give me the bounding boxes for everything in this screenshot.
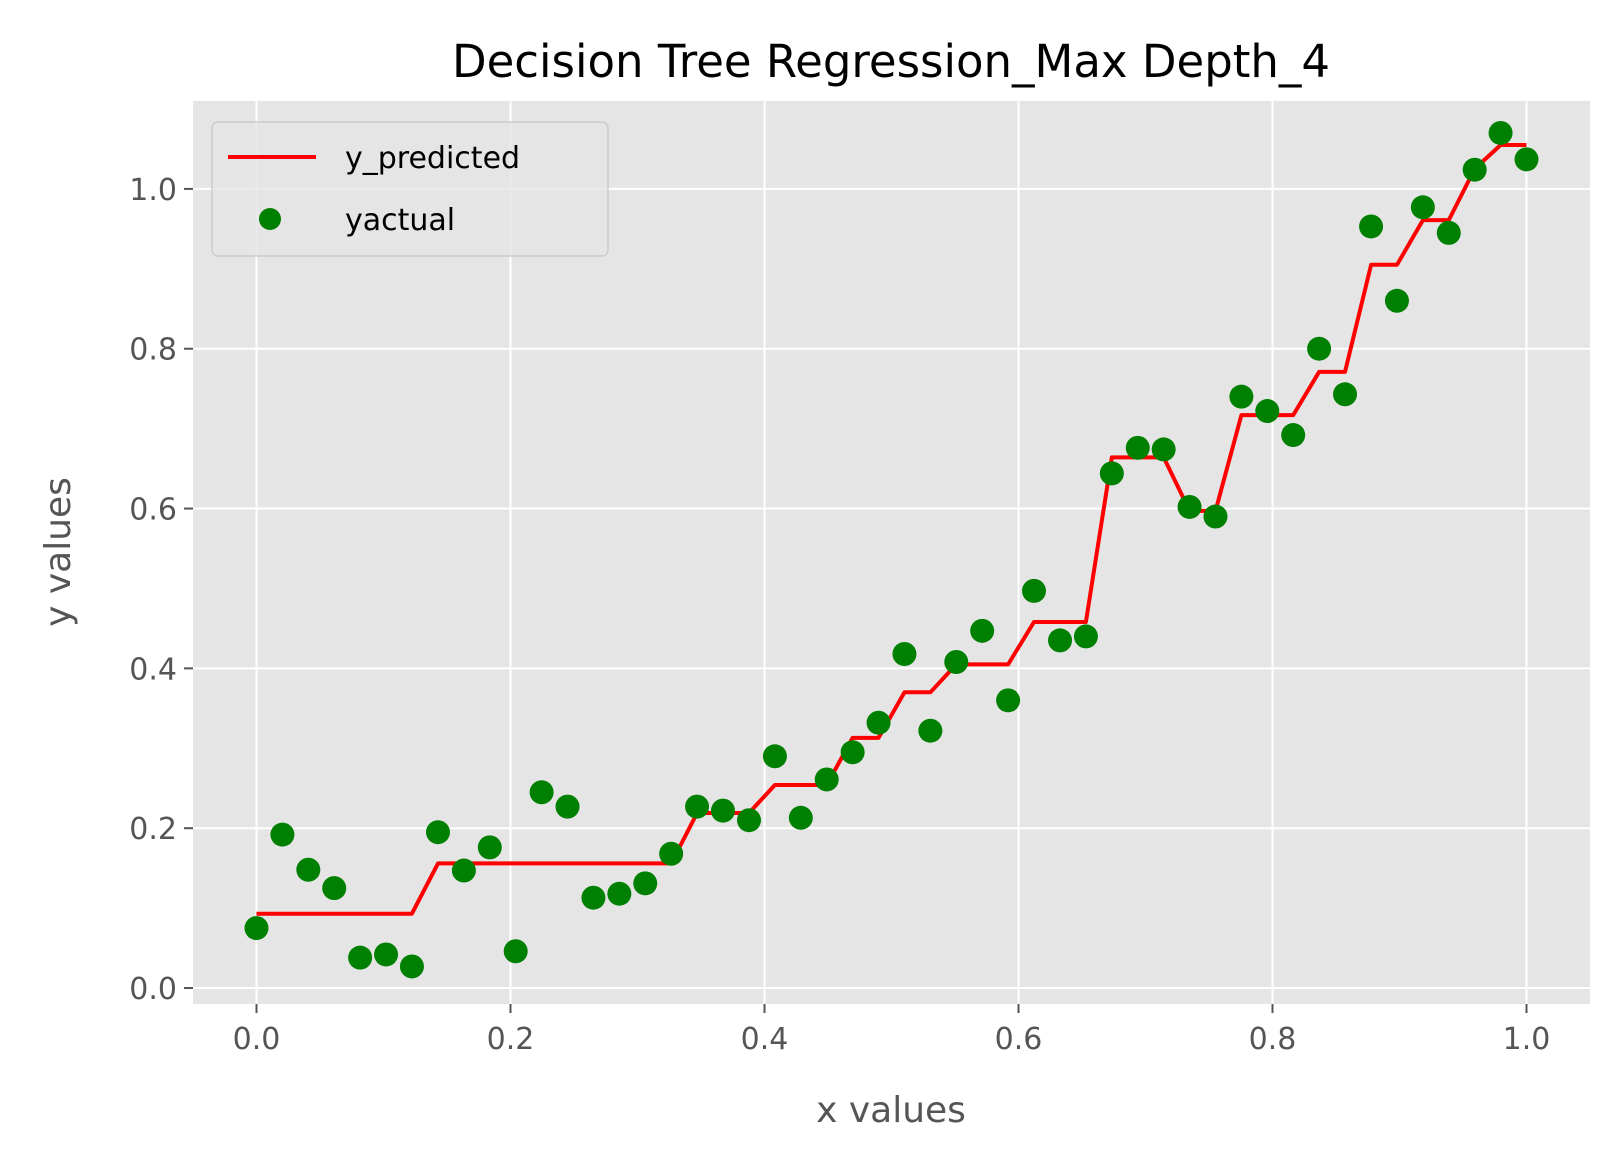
yactual-point bbox=[607, 881, 632, 906]
yactual-point bbox=[633, 871, 658, 896]
y-tick-label: 0.6 bbox=[129, 493, 177, 528]
yactual-point bbox=[1488, 120, 1513, 145]
yactual-point bbox=[244, 916, 269, 941]
yactual-point bbox=[918, 718, 943, 743]
x-tick-label: 0.0 bbox=[233, 1022, 281, 1057]
yactual-point bbox=[503, 939, 528, 964]
yactual-point bbox=[659, 841, 684, 866]
yactual-point bbox=[866, 710, 891, 735]
yactual-point bbox=[1307, 336, 1332, 361]
yactual-point bbox=[348, 945, 373, 970]
yactual-point bbox=[451, 858, 476, 883]
yactual-point bbox=[1410, 195, 1435, 220]
x-tick-label: 1.0 bbox=[1503, 1022, 1551, 1057]
y-tick-label: 0.8 bbox=[129, 333, 177, 368]
yactual-point bbox=[581, 885, 606, 910]
yactual-point bbox=[555, 794, 580, 819]
y-tick-label: 0.4 bbox=[129, 652, 177, 687]
yactual-point bbox=[296, 857, 321, 882]
legend: y_predicted yactual bbox=[211, 121, 609, 257]
yactual-point bbox=[892, 641, 917, 666]
yactual-point bbox=[322, 876, 347, 901]
yactual-point bbox=[425, 820, 450, 845]
yactual-point bbox=[529, 780, 554, 805]
yactual-point bbox=[1125, 435, 1150, 460]
yactual-point bbox=[814, 767, 839, 792]
legend-label-yactual: yactual bbox=[345, 203, 455, 238]
yactual-point bbox=[1436, 220, 1461, 245]
y-axis-label: y values bbox=[38, 477, 79, 627]
yactual-point bbox=[1021, 578, 1046, 603]
yactual-point bbox=[710, 798, 735, 823]
yactual-point bbox=[1359, 214, 1384, 239]
yactual-point bbox=[788, 805, 813, 830]
yactual-point bbox=[1099, 461, 1124, 486]
legend-label-y-predicted: y_predicted bbox=[345, 141, 520, 176]
yactual-point bbox=[1229, 384, 1254, 409]
yactual-point bbox=[399, 954, 424, 979]
yactual-point bbox=[270, 822, 295, 847]
x-axis: 0.0 0.2 0.4 0.6 0.8 1.0 bbox=[233, 1004, 1551, 1057]
yactual-point bbox=[1177, 494, 1202, 519]
x-axis-label: x values bbox=[816, 1090, 966, 1131]
yactual-point bbox=[840, 740, 865, 765]
yactual-point bbox=[1384, 288, 1409, 313]
y-tick-label: 1.0 bbox=[129, 173, 177, 208]
yactual-point bbox=[1151, 437, 1176, 462]
yactual-point bbox=[1073, 624, 1098, 649]
yactual-point bbox=[374, 942, 399, 967]
x-tick-label: 0.2 bbox=[487, 1022, 535, 1057]
x-tick-label: 0.6 bbox=[995, 1022, 1043, 1057]
grid bbox=[193, 101, 1590, 1004]
yactual-point bbox=[970, 618, 995, 643]
yactual-point bbox=[1514, 147, 1539, 172]
series-yactual bbox=[244, 120, 1539, 979]
yactual-point bbox=[762, 744, 787, 769]
yactual-point bbox=[1333, 382, 1358, 407]
yactual-point bbox=[737, 808, 762, 833]
yactual-point bbox=[1255, 399, 1280, 424]
y-axis: 0.0 0.2 0.4 0.6 0.8 1.0 bbox=[129, 173, 193, 1007]
yactual-point bbox=[1462, 157, 1487, 182]
yactual-point bbox=[996, 688, 1021, 713]
yactual-point bbox=[944, 649, 969, 674]
x-tick-label: 0.4 bbox=[741, 1022, 789, 1057]
yactual-point bbox=[685, 794, 710, 819]
yactual-point bbox=[1048, 628, 1073, 653]
yactual-point bbox=[1281, 423, 1306, 448]
legend-marker-swatch bbox=[259, 208, 281, 230]
yactual-point bbox=[1203, 504, 1228, 529]
y-tick-label: 0.2 bbox=[129, 812, 177, 847]
yactual-point bbox=[477, 835, 502, 860]
x-tick-label: 0.8 bbox=[1249, 1022, 1297, 1057]
y-tick-label: 0.0 bbox=[129, 972, 177, 1007]
chart-title: Decision Tree Regression_Max Depth_4 bbox=[452, 35, 1330, 88]
